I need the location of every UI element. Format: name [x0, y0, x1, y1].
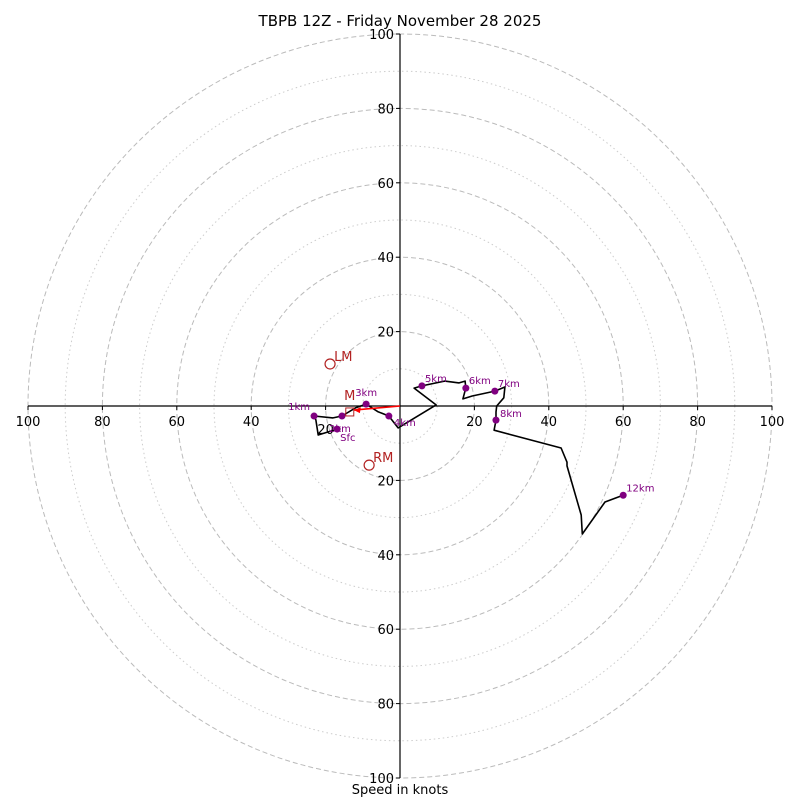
shear-vector-line: [353, 405, 401, 411]
x-axis-label: Speed in knots: [351, 783, 449, 798]
y-tick-label: 20: [377, 474, 394, 489]
shear-arrowhead: [353, 407, 361, 414]
y-tick-label: 100: [369, 772, 394, 787]
x-tick-label: 80: [689, 415, 706, 430]
y-tick-label: 60: [377, 623, 394, 638]
y-tick-label: 80: [377, 698, 394, 713]
y-tick-label: 20: [377, 326, 394, 341]
storm-motions: LM RM M: [324, 350, 393, 471]
height-label-2km: 2km: [329, 424, 351, 435]
y-tick-label: 40: [377, 549, 394, 564]
storm-marker-RM: [363, 459, 375, 471]
height-label-3km: 3km: [355, 388, 377, 399]
height-markers: Sfc 1km 2km 3km 4km 5km 6km 7km 8km 12km: [288, 374, 654, 499]
storm-marker-LM: [324, 358, 336, 370]
y-tick-label: 40: [377, 251, 394, 266]
height-label-12km: 12km: [626, 483, 654, 494]
x-tick-label: 40: [541, 415, 558, 430]
shear-vector: [353, 405, 401, 414]
height-label-Sfc: Sfc: [340, 433, 355, 444]
height-marker-8km: [492, 416, 500, 424]
storm-label-LM: LM: [334, 350, 352, 365]
y-tick-label: 60: [377, 177, 394, 192]
height-marker-Sfc: [333, 425, 341, 433]
x-tick-label: 60: [169, 415, 186, 430]
height-marker-2km: [338, 412, 346, 420]
x-tick-label: 40: [243, 415, 260, 430]
x-tick-label: 100: [16, 415, 41, 430]
x-tick-label: 20: [466, 415, 483, 430]
height-label-5km: 5km: [425, 374, 447, 385]
y-tick-label: 100: [369, 28, 394, 43]
height-marker-7km: [491, 387, 499, 395]
height-marker-12km: [619, 491, 627, 499]
hodograph-line: [313, 380, 624, 535]
y-tick-label: 80: [377, 102, 394, 117]
height-label-4km: 4km: [394, 418, 416, 429]
height-label-7km: 7km: [498, 379, 520, 390]
x-tick-label: 100: [760, 415, 785, 430]
storm-label-M: M: [344, 389, 355, 404]
x-tick-label: 60: [615, 415, 632, 430]
height-marker-3km: [362, 400, 370, 408]
height-label-6km: 6km: [469, 376, 491, 387]
mean-wind-marker: [345, 407, 355, 417]
storm-label-RM: RM: [373, 451, 393, 466]
height-marker-5km: [418, 382, 426, 390]
chart-title: TBPB 12Z - Friday November 28 2025: [258, 12, 542, 30]
height-label-1km: 1km: [288, 402, 310, 413]
x-tick-label: 80: [94, 415, 111, 430]
height-marker-1km: [310, 412, 318, 420]
height-marker-6km: [462, 384, 470, 392]
height-label-8km: 8km: [500, 409, 522, 420]
height-marker-4km: [385, 412, 393, 420]
hodograph-trace: [313, 380, 624, 535]
